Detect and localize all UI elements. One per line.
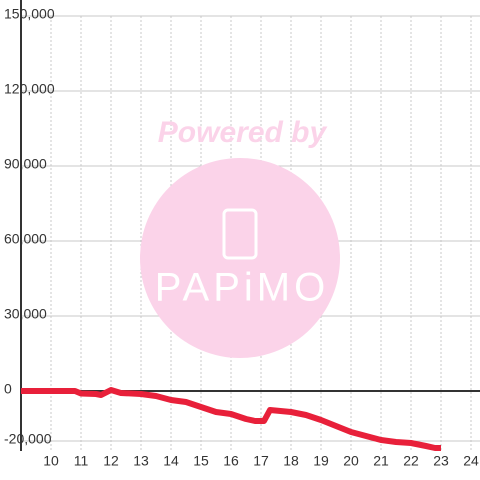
x-tick-label: 21 <box>373 453 389 469</box>
y-tick-label: 60,000 <box>4 231 47 247</box>
watermark: Powered by PAPiMO <box>140 116 340 358</box>
x-tick-label: 24 <box>463 453 479 469</box>
y-tick-label: 150,000 <box>4 6 55 22</box>
x-tick-label: 17 <box>253 453 269 469</box>
watermark-text: Powered by <box>158 116 328 149</box>
data-line <box>21 387 441 451</box>
x-tick-label: 23 <box>433 453 449 469</box>
x-tick-label: 15 <box>193 453 209 469</box>
x-tick-label: 13 <box>133 453 149 469</box>
x-tick-label: 18 <box>283 453 299 469</box>
x-tick-label: 14 <box>163 453 179 469</box>
x-tick-label: 19 <box>313 453 329 469</box>
plot: -20,000 0 30,000 60,000 90,000 120,000 150,000… <box>4 0 480 469</box>
y-tick-label: 120,000 <box>4 81 55 97</box>
x-tick-label: 10 <box>43 453 59 469</box>
y-tick-label: 0 <box>4 381 12 397</box>
watermark-icon <box>222 208 258 260</box>
x-tick-label: 11 <box>74 453 89 469</box>
x-tick-label: 16 <box>223 453 239 469</box>
watermark-logo: PAPiMO <box>155 266 329 310</box>
y-tick-label: 90,000 <box>4 156 47 172</box>
y-tick-label: -20,000 <box>4 431 52 447</box>
x-tick-label: 22 <box>403 453 419 469</box>
x-tick-label: 20 <box>343 453 359 469</box>
y-tick-label: 30,000 <box>4 306 47 322</box>
x-tick-label: 12 <box>103 453 119 469</box>
